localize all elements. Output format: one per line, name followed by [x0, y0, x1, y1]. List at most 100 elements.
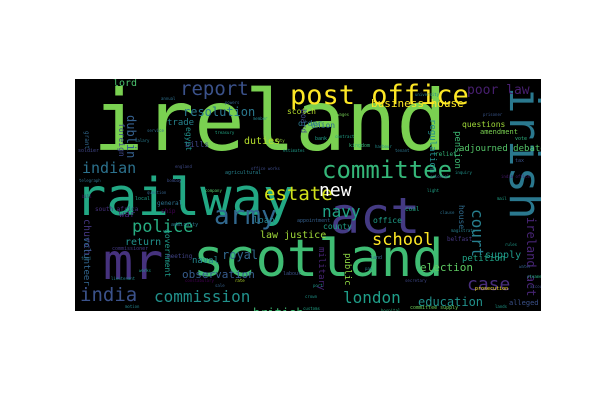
word-london: london [343, 288, 401, 307]
word-account: account [530, 284, 541, 289]
word-union: union [311, 121, 336, 130]
word-poor-law: poor law [467, 83, 530, 98]
word-loan: loan [253, 216, 275, 226]
word-order: order [298, 119, 323, 128]
word-soldier: soldier [78, 148, 100, 154]
word-prisoner: prisoner [483, 112, 503, 117]
word-tenant: tenant [395, 148, 410, 153]
word-office: office [373, 216, 402, 225]
word-questions: questions [462, 120, 506, 129]
word-commissioner: commissioner [112, 246, 149, 252]
word-ireland: ireland [93, 79, 448, 170]
word-election: election [420, 261, 473, 274]
word-admiralty: admiralty [171, 222, 199, 228]
word-relief: relief [435, 151, 457, 158]
word-port: port [313, 283, 323, 288]
word-alleged: alleged [509, 299, 539, 307]
word-war: war [119, 210, 136, 220]
word-member: member [253, 116, 268, 121]
word-scotland: scotland [193, 229, 444, 289]
word-company: company [205, 188, 222, 193]
word-service: service [147, 128, 164, 133]
word-secretary: secretary [405, 278, 427, 283]
word-duties: duties [244, 136, 281, 147]
word-egypt: egypt [184, 127, 193, 152]
word-land: land [370, 255, 383, 261]
word-law-justice: law justice [260, 230, 327, 241]
word-act: act [330, 187, 421, 245]
word-county: county [323, 222, 352, 231]
word-bombay: bombay [167, 178, 182, 183]
word-trade: trade [167, 118, 195, 128]
word-commission: commission [154, 287, 251, 306]
word-ship: ship [161, 208, 176, 215]
word-amendment: amendment [480, 128, 518, 136]
word-adjourned-debate: adjourned debate [459, 144, 541, 154]
word-constabulary: constabulary [185, 278, 214, 283]
word-resolution: resolution [183, 105, 256, 119]
word-public: public [342, 253, 352, 286]
word-police: police [132, 217, 194, 237]
word-prosecution: prosecution [475, 286, 509, 292]
word-new: new [319, 180, 352, 201]
word-bill: bill [82, 194, 92, 199]
word-clause: clause [440, 210, 455, 215]
word-general: general [157, 200, 183, 207]
word-meeting: meeting [167, 253, 193, 260]
word-magistrate: magistrate [451, 228, 476, 233]
word-naval: naval [192, 256, 220, 266]
word-navy: navy [322, 202, 361, 221]
word-court: court [468, 209, 487, 258]
word-treasury: treasury [215, 130, 235, 135]
word-education: education [418, 295, 484, 309]
word-appointment: appointment [297, 218, 331, 224]
word-lieutenant: lieutenant [111, 276, 136, 281]
word-tax: tax [515, 158, 525, 164]
word-harbour: harbour [375, 144, 392, 149]
word-foreign: foreign [117, 123, 126, 157]
word-dublin: dublin [124, 115, 138, 159]
word-royal: royal [222, 248, 259, 262]
word-colonial: colonial [430, 174, 450, 179]
word-indian: indian [82, 159, 137, 177]
word-india-office: india office [501, 174, 530, 179]
word-telegraph: telegraph [79, 178, 101, 183]
word-fund: fund [81, 256, 91, 261]
word-inquiry: inquiry [455, 170, 472, 175]
word-bills: bills [185, 140, 210, 149]
word-question: question [147, 190, 167, 195]
word-light: light [427, 188, 440, 193]
word-steamer: steamer [527, 274, 541, 279]
word-pay: pay [365, 266, 373, 271]
word-lands: lands [495, 304, 508, 309]
word-committee-supply: committee supply [410, 305, 459, 311]
word-supply: supply [485, 250, 522, 261]
word-annual: annual [161, 96, 176, 101]
word-water: water [519, 264, 532, 269]
word-salary: salary [135, 138, 150, 143]
word-post-office: post office [290, 80, 469, 111]
word-hospital: hospital [381, 308, 401, 312]
word-report: report [180, 79, 249, 100]
word-observation: observation [182, 268, 255, 281]
word-petition: petition [462, 254, 506, 264]
word-lord: lord [113, 79, 138, 89]
word-belfast: belfast [447, 236, 473, 243]
word-university: university [415, 92, 440, 97]
word-british: british [253, 307, 304, 311]
word-rules: rules [505, 242, 518, 247]
word-agricultural: agricultural [225, 170, 262, 176]
word-motion: motion [125, 304, 140, 309]
word-cloud: ireland railway scotland act irish mr po… [75, 79, 541, 311]
word-vote: vote [515, 136, 528, 142]
word-mr: mr [103, 233, 164, 291]
word-india: india [80, 284, 138, 306]
word-crown: crown [305, 294, 318, 299]
word-powers: powers [225, 100, 240, 105]
word-mail: mail [497, 196, 507, 201]
word-business-house: business house [371, 97, 464, 110]
word-school: school [372, 230, 434, 250]
word-south-africa: south africa [95, 206, 139, 213]
word-grant: grant [83, 131, 90, 150]
word-estimates: estimates [283, 148, 305, 153]
